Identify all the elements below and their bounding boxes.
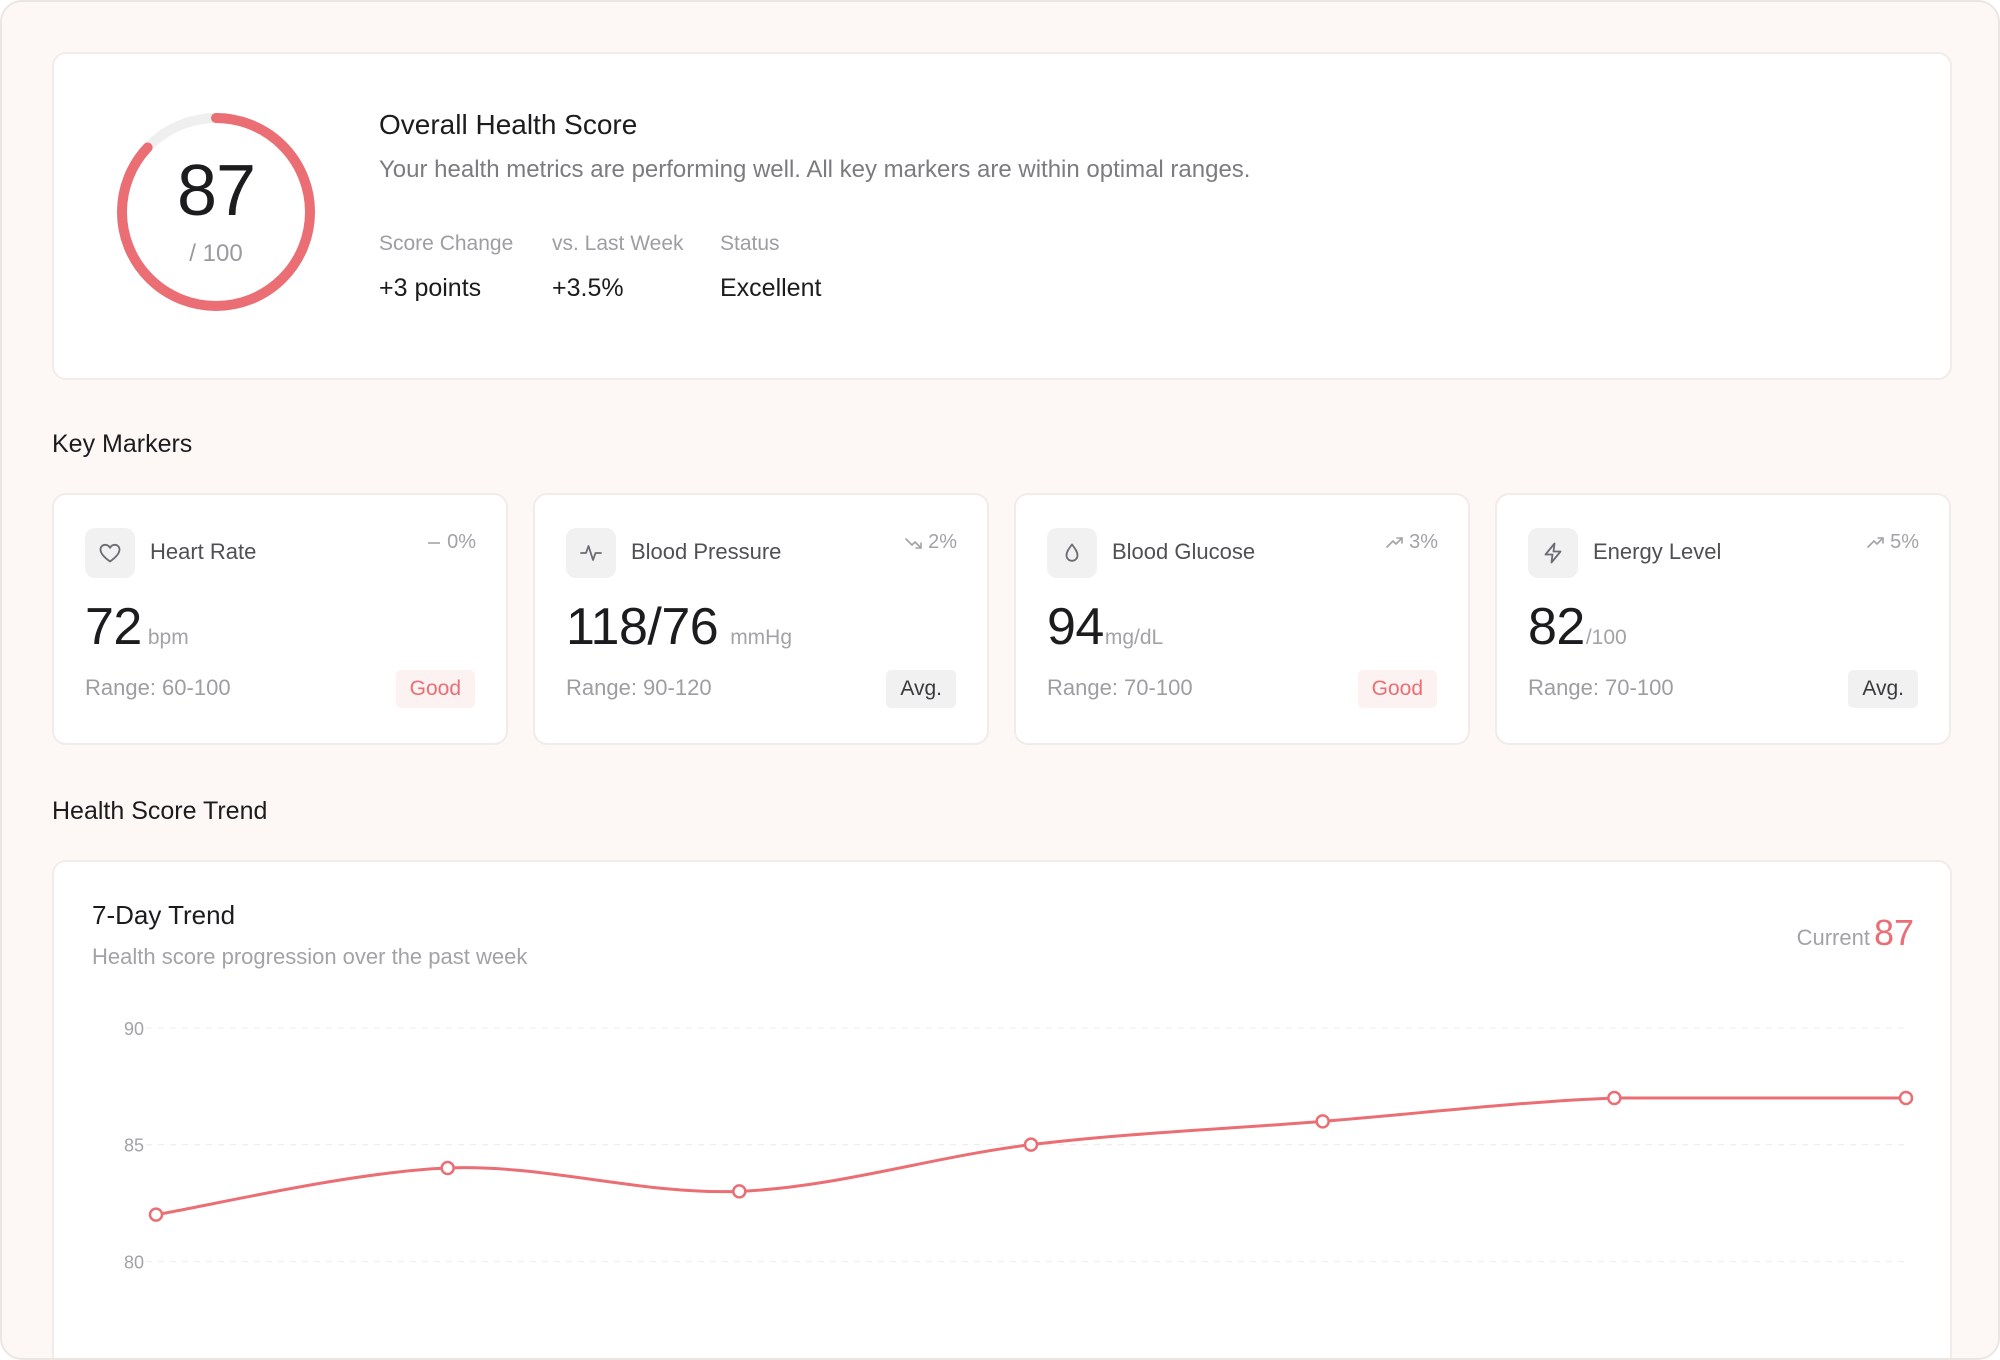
marker-name: Blood Pressure: [631, 539, 782, 564]
marker-value: 82/100: [1528, 597, 1627, 657]
marker-value: 118/76 mmHg: [566, 597, 792, 657]
marker-range: Range: 90-120: [566, 675, 712, 700]
marker-change-value: 2%: [928, 531, 957, 553]
score-description: Your health metrics are performing well.…: [379, 156, 1251, 183]
current-value: 87: [1873, 912, 1914, 953]
stat-value: +3 points: [379, 274, 482, 302]
health-score-gauge: 87 / 100: [116, 112, 316, 312]
chart-subtitle: Health score progression over the past w…: [92, 944, 528, 969]
data-point[interactable]: [1315, 1114, 1330, 1129]
overall-score-card: 87 / 100 Overall Health Score Your healt…: [52, 52, 1952, 380]
droplet-icon: [1047, 528, 1097, 578]
marker-card-blood-glucose[interactable]: Blood Glucose 3% 94mg/dL Range: 70-100 G…: [1014, 493, 1470, 745]
data-point[interactable]: [1898, 1090, 1914, 1106]
score-title: Overall Health Score: [379, 109, 638, 140]
marker-number: 118/76: [566, 598, 719, 656]
score-value: 87: [176, 151, 256, 231]
stat-status: Status Excellent: [720, 232, 821, 303]
current-label: Current: [1796, 925, 1870, 950]
marker-card-heart-rate[interactable]: Heart Rate 0% 72 bpm Range: 60-100 Good: [52, 493, 508, 745]
marker-card-energy-level[interactable]: Energy Level 5% 82/100 Range: 70-100 Avg…: [1495, 493, 1951, 745]
marker-number: 72: [85, 598, 142, 656]
stat-label: vs. Last Week: [552, 232, 684, 255]
marker-range: Range: 60-100: [85, 675, 231, 700]
stat-vs-last-week: vs. Last Week +3.5%: [552, 232, 684, 303]
y-tick-label: 90: [124, 1019, 144, 1039]
activity-icon: [566, 528, 616, 578]
marker-range: Range: 70-100: [1047, 675, 1193, 700]
data-point[interactable]: [732, 1184, 747, 1199]
stat-score-change: Score Change +3 points: [379, 232, 513, 303]
status-badge: Good: [1357, 670, 1437, 708]
marker-value: 94mg/dL: [1047, 597, 1163, 657]
trend-down-icon: [905, 537, 922, 549]
trend-chart-card: 7-Day Trend Health score progression ove…: [52, 860, 1952, 1358]
marker-unit: bpm: [147, 626, 189, 649]
trend-up-icon: [1867, 536, 1884, 548]
data-point[interactable]: [440, 1160, 455, 1176]
marker-name: Blood Glucose: [1112, 539, 1256, 564]
line-chart: 90858075: [124, 1019, 1914, 1272]
data-point[interactable]: [1607, 1090, 1622, 1106]
marker-range: Range: 70-100: [1528, 675, 1674, 700]
marker-change: 5%: [1866, 531, 1919, 554]
gauge-ring: [117, 113, 315, 311]
marker-unit: mmHg: [730, 626, 793, 649]
marker-unit: mg/dL: [1104, 626, 1164, 649]
current-score: Current 87: [1797, 912, 1914, 954]
chart-title: 7-Day Trend: [92, 900, 236, 930]
trend-flat-icon: [428, 541, 441, 544]
marker-name: Energy Level: [1593, 539, 1722, 564]
marker-change-value: 3%: [1409, 531, 1438, 553]
marker-change: 3%: [1385, 531, 1438, 554]
marker-change: 0%: [425, 531, 476, 554]
score-max: / 100: [189, 240, 243, 267]
stat-label: Status: [720, 232, 780, 255]
data-point[interactable]: [148, 1207, 164, 1222]
status-badge: Avg.: [1848, 670, 1918, 708]
marker-number: 82: [1528, 598, 1585, 656]
gauge-progress-arc: [117, 113, 315, 311]
marker-change: 2%: [904, 531, 957, 554]
data-point[interactable]: [1023, 1137, 1039, 1152]
marker-number: 94: [1047, 598, 1104, 656]
lightning-icon: [1528, 528, 1578, 578]
series-line: [155, 1096, 1906, 1217]
stat-label: Score Change: [379, 232, 514, 255]
marker-change-value: 0%: [447, 531, 476, 553]
status-badge: Good: [395, 670, 475, 708]
stat-value: +3.5%: [552, 274, 624, 302]
marker-card-blood-pressure[interactable]: Blood Pressure 2% 118/76 mmHg Range: 90-1…: [533, 493, 989, 745]
y-tick-label: 80: [124, 1252, 144, 1272]
stat-value: Excellent: [720, 274, 822, 302]
marker-value: 72 bpm: [85, 597, 189, 657]
key-markers-heading: Key Markers: [52, 430, 193, 458]
trend-up-icon: [1386, 536, 1403, 548]
heart-icon: [85, 528, 135, 578]
marker-change-value: 5%: [1890, 531, 1919, 553]
status-badge: Avg.: [886, 670, 956, 708]
y-tick-label: 85: [124, 1136, 144, 1156]
health-score-trend-heading: Health Score Trend: [52, 797, 268, 825]
marker-name: Heart Rate: [150, 539, 257, 564]
marker-unit: /100: [1585, 626, 1627, 649]
